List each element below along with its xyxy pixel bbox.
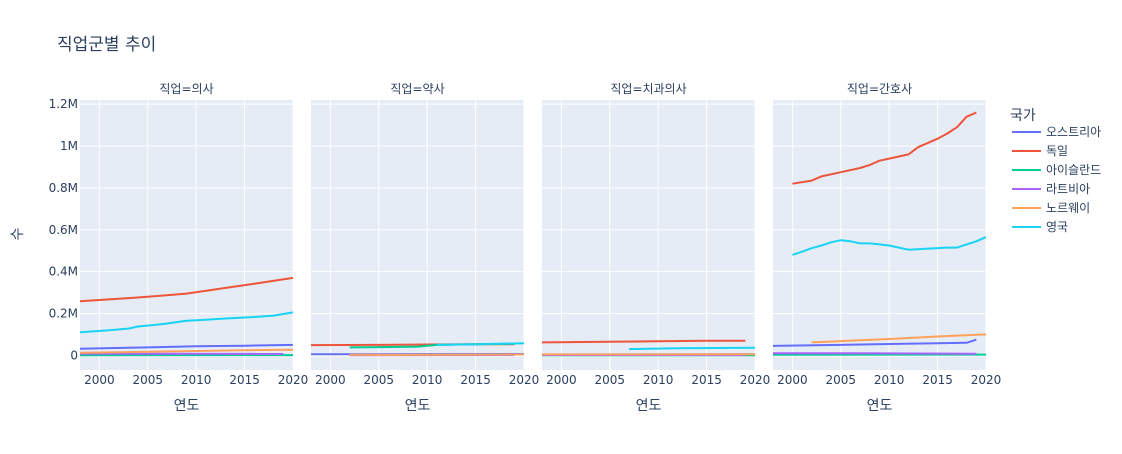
x-tick-label: 2015: [460, 373, 491, 387]
legend-item-series-1[interactable]: 독일: [1012, 144, 1068, 158]
plot-background: [773, 100, 986, 370]
x-tick-label: 2000: [546, 373, 577, 387]
x-axis-title: 연도: [174, 398, 200, 414]
x-tick-label: 2020: [971, 373, 1002, 387]
x-tick-label: 2020: [740, 373, 771, 387]
y-tick-label: 0.8M: [49, 181, 78, 195]
x-tick-label: 2020: [278, 373, 309, 387]
x-tick-label: 2005: [132, 373, 163, 387]
x-tick-label: 2010: [181, 373, 212, 387]
x-axis-title: 연도: [867, 398, 893, 414]
legend-label: 라트비아: [1046, 182, 1090, 196]
facet-label: 직업=간호사: [847, 82, 912, 96]
legend-item-series-0[interactable]: 오스트리아: [1012, 125, 1101, 139]
facet-label: 직업=약사: [390, 81, 444, 96]
legend-item-series-3[interactable]: 라트비아: [1012, 182, 1090, 196]
facet-label: 직업=치과의사: [610, 82, 686, 96]
y-tick-label: 0.6M: [49, 223, 78, 237]
x-tick-label: 2005: [594, 373, 625, 387]
y-tick-label: 0.4M: [49, 265, 78, 279]
x-tick-label: 2010: [874, 373, 905, 387]
plot-background: [542, 100, 755, 370]
x-axis-title: 연도: [636, 398, 662, 414]
x-tick-label: 2015: [922, 373, 953, 387]
plot-background: [311, 100, 524, 370]
x-tick-label: 2020: [509, 373, 540, 387]
legend-label: 독일: [1046, 144, 1068, 158]
x-tick-label: 2000: [84, 373, 115, 387]
facet-panel-3: 직업=치과의사 2000 2005 2010 2015 2020 연도: [542, 82, 770, 414]
y-tick-label: 1M: [60, 139, 78, 153]
x-axis-title: 연도: [405, 398, 431, 414]
legend-item-series-2[interactable]: 아이슬란드: [1012, 163, 1101, 177]
x-tick-label: 2015: [229, 373, 260, 387]
y-tick-label: 1.2M: [49, 97, 78, 111]
x-tick-label: 2010: [643, 373, 674, 387]
legend-label: 아이슬란드: [1046, 163, 1101, 177]
legend-item-series-4[interactable]: 노르웨이: [1012, 201, 1090, 215]
facet-panel-1: 직업=의사 2000 2005 2010 2015 2020 연도 0 0.2M 0.4M 0.6M…: [49, 82, 309, 414]
x-tick-label: 2000: [315, 373, 346, 387]
facet-panel-4: 직업=간호사 2000 2005 2010 2015 2020 연도: [773, 82, 1001, 414]
legend-label: 노르웨이: [1046, 201, 1090, 215]
legend-label: 영국: [1046, 220, 1068, 234]
x-tick-label: 2005: [825, 373, 856, 387]
legend-label: 오스트리아: [1046, 125, 1101, 139]
chart-title: 직업군별 추이: [57, 35, 156, 55]
x-tick-label: 2010: [412, 373, 443, 387]
y-axis-title: 수: [10, 227, 26, 240]
y-tick-label: 0.2M: [49, 306, 78, 320]
facet-label: 직업=의사: [159, 82, 213, 96]
legend-title: 국가: [1010, 108, 1036, 124]
legend-item-series-5[interactable]: 영국: [1012, 220, 1068, 234]
x-tick-label: 2000: [777, 373, 808, 387]
facet-panel-2: 직업=약사 2000 2005 2010 2015 2020 연도: [311, 81, 539, 414]
y-tick-label: 0: [70, 348, 78, 362]
x-tick-label: 2015: [691, 373, 722, 387]
x-tick-label: 2005: [363, 373, 394, 387]
